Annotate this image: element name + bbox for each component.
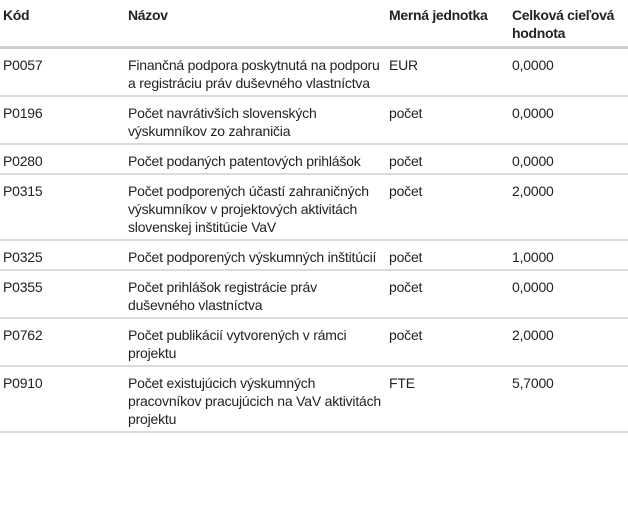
cell-code: P0355 xyxy=(0,270,125,319)
cell-code: P0057 xyxy=(0,47,125,97)
cell-target-value: 5,7000 xyxy=(509,366,628,433)
cell-code: P0762 xyxy=(0,318,125,367)
cell-code: P0325 xyxy=(0,240,125,271)
header-target-value: Celková cieľová hodnota xyxy=(509,0,628,49)
cell-name: Finančná podpora poskytnutá na podporu a… xyxy=(125,47,386,97)
cell-unit: počet xyxy=(386,96,509,145)
cell-target-value: 0,0000 xyxy=(509,47,628,97)
header-row: Kód Názov Merná jednotka Celková cieľová… xyxy=(0,0,628,49)
cell-unit: počet xyxy=(386,144,509,175)
cell-unit: počet xyxy=(386,318,509,367)
cell-code: P0910 xyxy=(0,366,125,433)
cell-code: P0280 xyxy=(0,144,125,175)
cell-target-value: 0,0000 xyxy=(509,96,628,145)
table-row: P0762 Počet publikácií vytvorených v rámc… xyxy=(0,318,628,367)
header-name: Názov xyxy=(125,0,386,49)
cell-target-value: 0,0000 xyxy=(509,270,628,319)
cell-name: Počet prihlášok registrácie práv duševné… xyxy=(125,270,386,319)
cell-name: Počet podporených účastí zahraničných vý… xyxy=(125,174,386,241)
cell-unit: FTE xyxy=(386,366,509,433)
cell-unit: počet xyxy=(386,270,509,319)
cell-name: Počet publikácií vytvorených v rámci pro… xyxy=(125,318,386,367)
table-row: P0910 Počet existujúcich výskumných praco… xyxy=(0,366,628,433)
cell-code: P0196 xyxy=(0,96,125,145)
table-row: P0280 Počet podaných patentových prihlášo… xyxy=(0,144,628,175)
table-row: P0315 Počet podporených účastí zahraničný… xyxy=(0,174,628,241)
cell-name: Počet navrátivších slovenských výskumník… xyxy=(125,96,386,145)
cell-name: Počet existujúcich výskumných pracovníko… xyxy=(125,366,386,433)
cell-name: Počet podporených výskumných inštitúcií xyxy=(125,240,386,271)
cell-target-value: 1,0000 xyxy=(509,240,628,271)
cell-unit: EUR xyxy=(386,47,509,97)
cell-target-value: 0,0000 xyxy=(509,144,628,175)
cell-unit: počet xyxy=(386,174,509,241)
cell-unit: počet xyxy=(386,240,509,271)
indicators-table: Kód Názov Merná jednotka Celková cieľová… xyxy=(0,0,628,433)
table-row: P0325 Počet podporených výskumných inštit… xyxy=(0,240,628,271)
table-row: P0196 Počet navrátivších slovenských výsk… xyxy=(0,96,628,145)
header-unit: Merná jednotka xyxy=(386,0,509,49)
cell-target-value: 2,0000 xyxy=(509,174,628,241)
cell-target-value: 2,0000 xyxy=(509,318,628,367)
header-code: Kód xyxy=(0,0,125,49)
cell-name: Počet podaných patentových prihlášok xyxy=(125,144,386,175)
table-row: P0057 Finančná podpora poskytnutá na podp… xyxy=(0,47,628,97)
cell-code: P0315 xyxy=(0,174,125,241)
table-row: P0355 Počet prihlášok registrácie práv du… xyxy=(0,270,628,319)
